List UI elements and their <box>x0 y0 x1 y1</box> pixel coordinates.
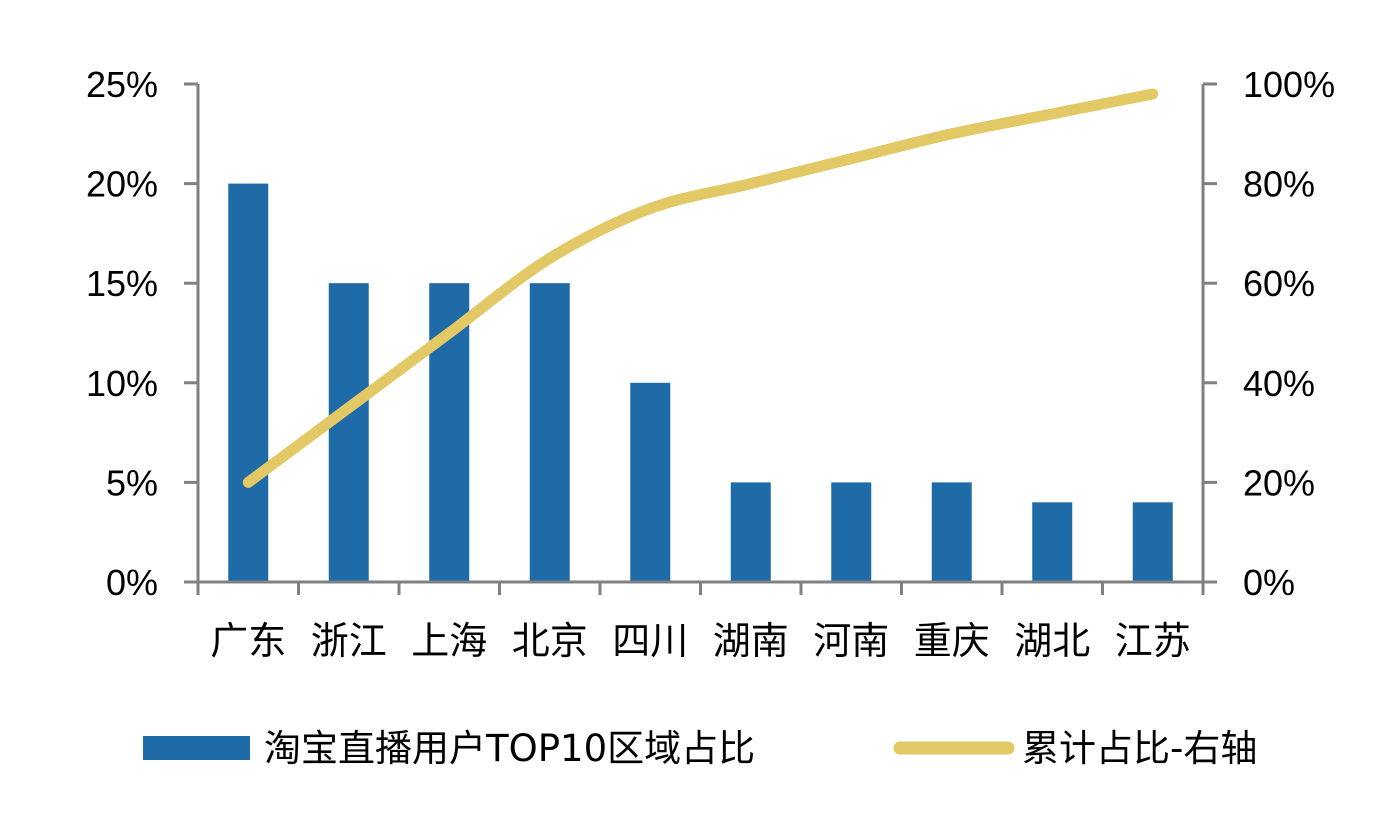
bar <box>328 283 369 582</box>
y-left-tick-label: 0% <box>106 562 158 603</box>
bar <box>1032 502 1073 582</box>
legend-label-bar: 淘宝直播用户TOP10区域占比 <box>264 727 755 770</box>
bar <box>529 283 570 582</box>
bar <box>730 482 771 582</box>
bar <box>931 482 972 582</box>
y-right-tick-label: 80% <box>1243 164 1315 205</box>
bar <box>228 183 269 582</box>
legend: 淘宝直播用户TOP10区域占比 累计占比-右轴 <box>143 727 1257 770</box>
bar <box>630 382 671 582</box>
x-tick-label: 浙江 <box>311 619 387 663</box>
bar-series <box>228 183 1173 582</box>
x-tick-label: 重庆 <box>914 619 990 663</box>
bar <box>831 482 872 582</box>
x-tick-label: 湖南 <box>713 619 789 663</box>
legend-swatch-bar <box>143 736 250 760</box>
y-right-tick-label: 40% <box>1243 363 1315 404</box>
x-tick-label: 上海 <box>411 619 487 663</box>
bar <box>1132 502 1173 582</box>
y-right-tick-label: 0% <box>1243 562 1295 603</box>
y-left-tick-label: 15% <box>86 263 158 304</box>
x-tick-label: 湖北 <box>1014 619 1090 663</box>
cumulative-line-series <box>242 88 1159 488</box>
y-left-tick-label: 10% <box>86 363 158 404</box>
y-right-tick-label: 100% <box>1243 64 1335 105</box>
y-left-tick-label: 5% <box>106 462 158 503</box>
x-tick-label: 四川 <box>612 619 688 663</box>
tick-labels: 0% 0% 5% 20% 10% 40% 15% 60% 20% 80% 25% 100% 广东 浙江 上海… <box>86 64 1335 663</box>
y-right-tick-label: 20% <box>1243 462 1315 503</box>
y-right-tick-label: 60% <box>1243 263 1315 304</box>
y-left-tick-label: 25% <box>86 64 158 105</box>
x-tick-label: 江苏 <box>1115 619 1191 663</box>
x-tick-label: 河南 <box>813 619 889 663</box>
axes <box>184 82 1217 595</box>
cumulative-line <box>242 88 1159 488</box>
x-tick-label: 广东 <box>210 619 286 663</box>
legend-label-line: 累计占比-右轴 <box>1022 727 1257 770</box>
y-left-tick-label: 20% <box>86 164 158 205</box>
x-tick-label: 北京 <box>512 619 588 663</box>
